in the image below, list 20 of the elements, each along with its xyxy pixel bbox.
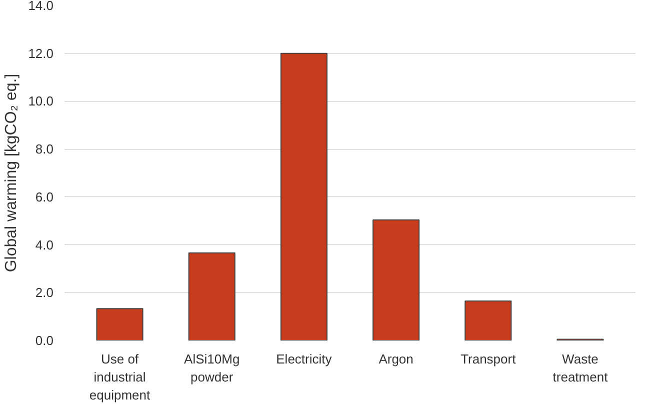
y-axis-title: Global warming [kgCO₂ eq.]: [3, 74, 20, 272]
x-tick-label: Transport: [460, 352, 516, 366]
y-tick-label: 2.0: [35, 285, 54, 300]
x-tick-label: Electricity: [276, 352, 332, 366]
y-tick-label: 4.0: [35, 237, 54, 252]
x-tick-label: Use of industrial equipment: [89, 352, 150, 402]
bar: [96, 308, 144, 340]
y-tick-label: 8.0: [35, 142, 54, 157]
y-tick-label: 0.0: [35, 333, 54, 348]
y-tick-label: 10.0: [28, 94, 54, 109]
x-tick-label: AlSi10Mg powder: [184, 352, 240, 384]
x-tick-label: Argon: [378, 352, 414, 366]
x-tick-label: Waste treatment: [552, 352, 608, 384]
bar: [372, 219, 420, 340]
bar: [188, 252, 236, 340]
bar: [464, 300, 512, 340]
y-tick-label: 12.0: [28, 46, 54, 61]
bar: [280, 52, 328, 340]
y-tick-label: 14.0: [28, 0, 54, 13]
y-tick-label: 6.0: [35, 189, 54, 204]
